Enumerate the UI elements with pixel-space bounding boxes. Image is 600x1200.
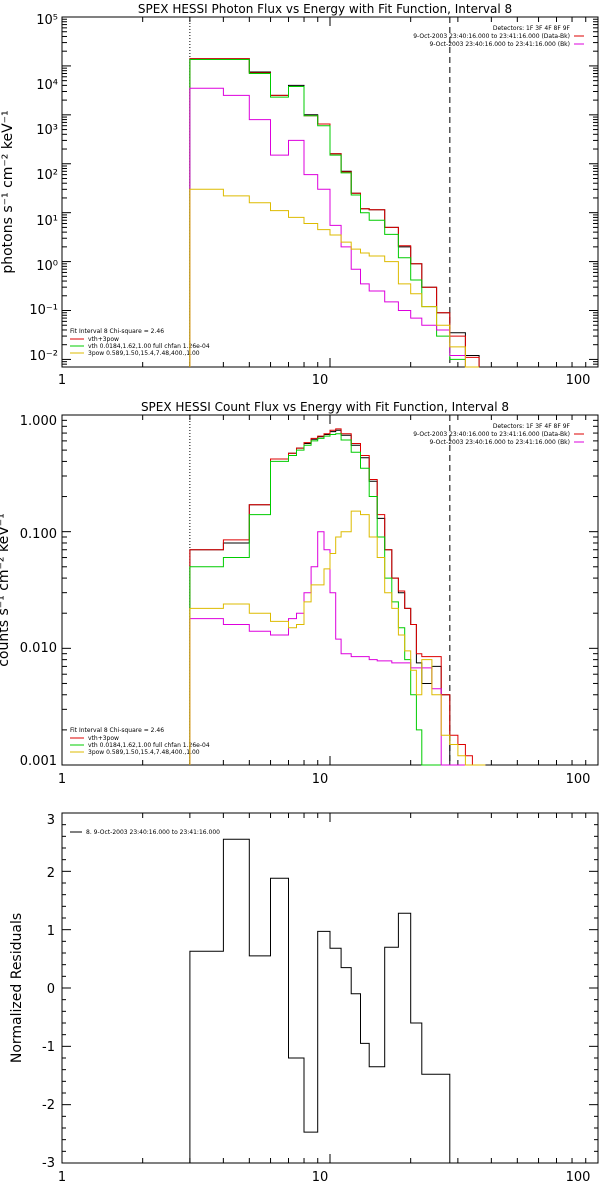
- photon-ytick: 10⁻¹: [29, 303, 58, 318]
- count-note-detectors: Detectors: 1F 3F 4F 8F 9F: [493, 423, 571, 430]
- residual-axes: 1 10 100 -3 -2 -1 0 1 2 3: [42, 813, 590, 1185]
- photon-series-magenta: [189, 87, 480, 368]
- photon-title: SPEX HESSI Photon Flux vs Energy with Fi…: [138, 2, 512, 16]
- count-xtick: 1: [58, 772, 66, 787]
- residual-legend-label: 8. 9-Oct-2003 23:40:16.000 to 23:41:16.0…: [86, 829, 220, 836]
- count-series-green: [189, 433, 486, 766]
- count-note-data-bk: 9-Oct-2003 23:40:16.000 to 23:41:16.000 …: [413, 431, 570, 438]
- photon-panel: SPEX HESSI Photon Flux vs Energy with Fi…: [0, 2, 599, 388]
- count-xtick: 10: [312, 772, 329, 787]
- photon-ytick: 10³: [36, 123, 58, 138]
- photon-xtick: 1: [58, 373, 66, 388]
- count-panel: SPEX HESSI Count Flux vs Energy with Fit…: [0, 400, 599, 787]
- residual-ytick: -2: [42, 1098, 55, 1113]
- photon-legend-total: vth+3pow: [88, 336, 119, 343]
- count-ytick: 0.001: [20, 754, 57, 769]
- count-series-yellow: [189, 510, 486, 766]
- residual-ytick: 1: [47, 924, 55, 939]
- residual-ytick: 0: [47, 982, 55, 997]
- photon-ytick: 10⁰: [36, 259, 58, 274]
- photon-axes: 1 10 100 10⁻² 10⁻¹ 10⁰ 10¹ 10² 10³ 10⁴ 1…: [29, 13, 590, 388]
- residual-marks: [61, 812, 598, 1164]
- residual-ytick: -3: [42, 1156, 55, 1171]
- photon-legend-3pow: 3pow 0.589,1.50,15.4,7.48,400.,1.00: [88, 350, 200, 357]
- photon-annotations: Detectors: 1F 3F 4F 8F 9F 9-Oct-2003 23:…: [413, 25, 584, 48]
- residual-ytick: 2: [47, 866, 55, 881]
- count-legend-vth: vth 0.0184,1.62,1.00 full chfan 1.26e-04: [88, 742, 210, 749]
- photon-xtick: 100: [566, 373, 591, 388]
- count-legend: Fit Interval 8 Chi-square = 2.46 vth+3po…: [70, 727, 210, 756]
- count-legend-3pow: 3pow 0.589,1.50,15.4,7.48,400.,1.00: [88, 749, 200, 756]
- photon-series-yellow: [189, 188, 480, 368]
- residual-panel: Normalized Residuals 8. 9-Oct-2003 23:40…: [9, 812, 599, 1185]
- photon-ytick: 10¹: [36, 214, 58, 229]
- residual-ytick: -1: [42, 1040, 55, 1055]
- count-marks: [61, 414, 598, 766]
- residual-xtick: 1: [58, 1170, 66, 1185]
- count-note-bk: 9-Oct-2003 23:40:16.000 to 23:41:16.000 …: [430, 439, 571, 446]
- photon-ytick: 10²: [36, 168, 58, 183]
- photon-series-black: [189, 58, 480, 367]
- photon-series-green: [189, 59, 480, 368]
- residual-ylabel: Normalized Residuals: [9, 913, 25, 1063]
- count-legend-total: vth+3pow: [88, 735, 119, 742]
- residual-plot-frame: [61, 812, 599, 1164]
- photon-legend-vth: vth 0.0184,1.62,1.00 full chfan 1.26e-04: [88, 343, 210, 350]
- photon-series-red: [189, 58, 480, 367]
- photon-note-data-bk: 9-Oct-2003 23:40:16.000 to 23:41:16.000 …: [413, 33, 570, 40]
- residual-ytick: 3: [47, 813, 55, 828]
- photon-ytick: 10⁴: [36, 78, 58, 93]
- count-annotations: Detectors: 1F 3F 4F 8F 9F 9-Oct-2003 23:…: [413, 423, 584, 446]
- photon-note-detectors: Detectors: 1F 3F 4F 8F 9F: [493, 25, 571, 32]
- count-ylabel: counts s⁻¹ cm⁻² keV⁻¹: [0, 513, 12, 667]
- photon-note-bk: 9-Oct-2003 23:40:16.000 to 23:41:16.000 …: [430, 41, 571, 48]
- photon-ytick: 10⁻²: [29, 349, 58, 364]
- residual-xtick: 10: [312, 1170, 329, 1185]
- photon-ytick: 10⁵: [36, 13, 58, 28]
- residual-series-black: [189, 838, 451, 1163]
- count-ytick: 1.000: [20, 414, 57, 429]
- count-ytick: 0.100: [20, 527, 57, 542]
- count-axes: 1 10 100 0.001 0.010 0.100 1.000: [20, 414, 591, 787]
- photon-legend-header: Fit Interval 8 Chi-square = 2.46: [70, 328, 164, 335]
- photon-xtick: 10: [312, 373, 329, 388]
- count-ytick: 0.010: [20, 641, 57, 656]
- residual-xtick: 100: [566, 1170, 591, 1185]
- residual-legend: 8. 9-Oct-2003 23:40:16.000 to 23:41:16.0…: [70, 829, 220, 836]
- photon-legend: Fit Interval 8 Chi-square = 2.46 vth+3po…: [70, 328, 210, 357]
- count-title: SPEX HESSI Count Flux vs Energy with Fit…: [141, 400, 509, 414]
- photon-marks: [61, 16, 598, 368]
- count-legend-header: Fit Interval 8 Chi-square = 2.46: [70, 727, 164, 734]
- photon-ylabel: photons s⁻¹ cm⁻² keV⁻¹: [0, 110, 16, 273]
- count-xtick: 100: [566, 772, 591, 787]
